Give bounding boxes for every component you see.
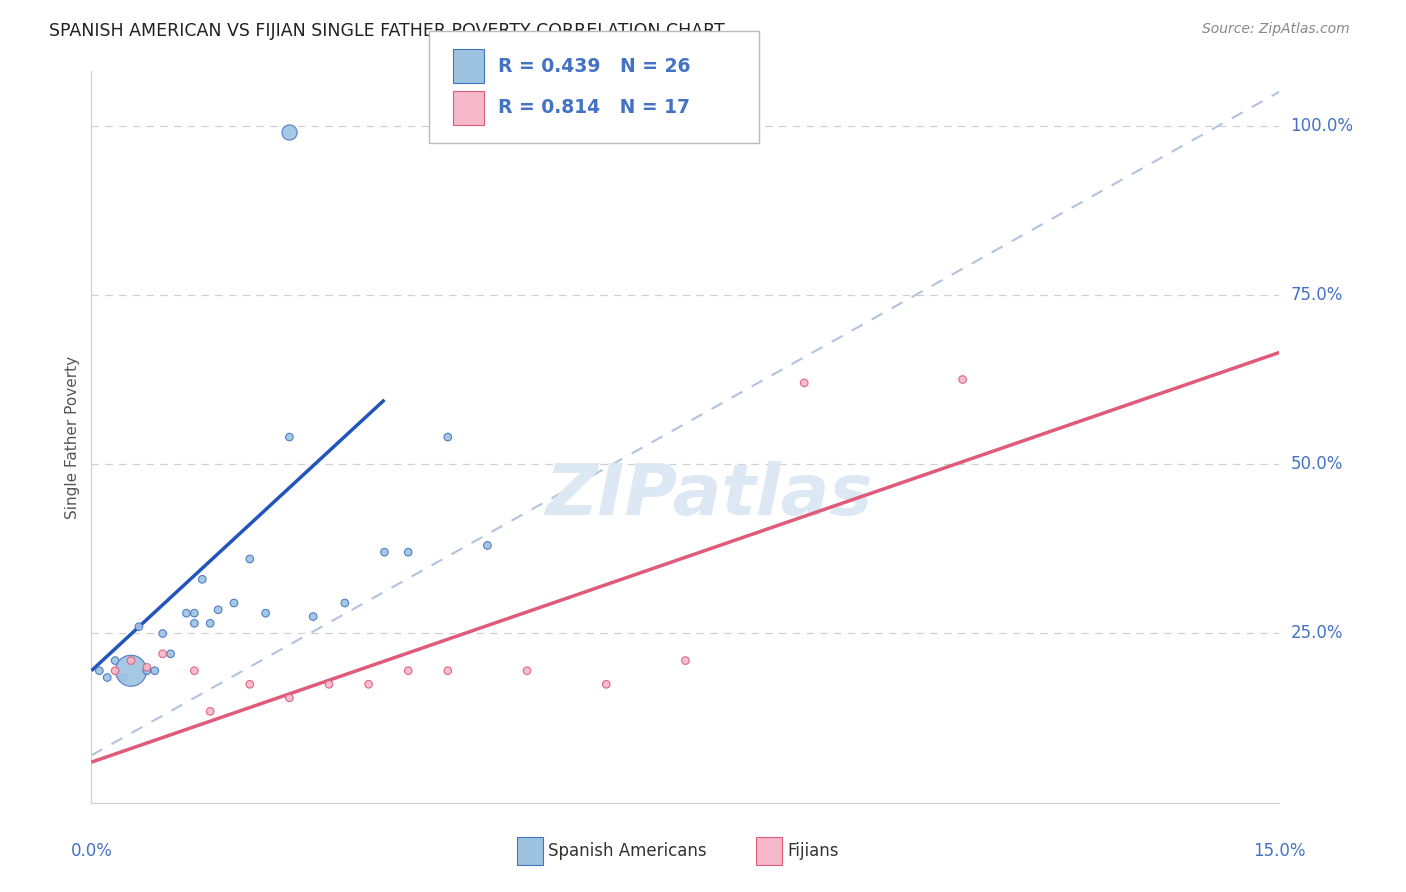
Text: R = 0.439   N = 26: R = 0.439 N = 26 bbox=[498, 56, 690, 76]
Point bbox=[152, 626, 174, 640]
Point bbox=[436, 664, 458, 678]
Y-axis label: Single Father Poverty: Single Father Poverty bbox=[65, 356, 80, 518]
Point bbox=[278, 125, 301, 139]
Text: ZIPatlas: ZIPatlas bbox=[546, 461, 873, 530]
Point bbox=[278, 430, 301, 444]
Point bbox=[436, 430, 458, 444]
Point bbox=[89, 664, 111, 678]
Point bbox=[396, 545, 419, 559]
Point bbox=[396, 664, 419, 678]
Text: 75.0%: 75.0% bbox=[1291, 285, 1343, 304]
Point bbox=[477, 538, 499, 552]
Point bbox=[318, 677, 340, 691]
Point bbox=[191, 572, 214, 586]
Point bbox=[793, 376, 815, 390]
Point bbox=[952, 372, 974, 386]
Text: Spanish Americans: Spanish Americans bbox=[548, 842, 707, 860]
Point bbox=[96, 671, 118, 685]
Point bbox=[673, 654, 696, 668]
Text: 0.0%: 0.0% bbox=[70, 842, 112, 860]
Point bbox=[595, 677, 617, 691]
Text: 50.0%: 50.0% bbox=[1291, 455, 1343, 473]
Point bbox=[128, 620, 150, 634]
Point bbox=[159, 647, 181, 661]
Text: R = 0.814   N = 17: R = 0.814 N = 17 bbox=[498, 98, 690, 118]
Point bbox=[104, 654, 127, 668]
Text: 25.0%: 25.0% bbox=[1291, 624, 1343, 642]
Point bbox=[239, 677, 262, 691]
Point bbox=[120, 664, 142, 678]
Point bbox=[143, 664, 166, 678]
Text: 100.0%: 100.0% bbox=[1291, 117, 1354, 135]
Point bbox=[200, 616, 222, 631]
Text: Source: ZipAtlas.com: Source: ZipAtlas.com bbox=[1202, 22, 1350, 37]
Text: 15.0%: 15.0% bbox=[1253, 842, 1306, 860]
Point bbox=[207, 603, 229, 617]
Point bbox=[183, 664, 205, 678]
Point bbox=[357, 677, 380, 691]
Point bbox=[120, 654, 142, 668]
Point bbox=[333, 596, 356, 610]
Point bbox=[200, 705, 222, 719]
Text: Fijians: Fijians bbox=[787, 842, 839, 860]
Point bbox=[104, 664, 127, 678]
Point bbox=[183, 606, 205, 620]
Point bbox=[302, 609, 325, 624]
Point bbox=[152, 647, 174, 661]
Point bbox=[135, 664, 157, 678]
Point bbox=[112, 671, 135, 685]
Point bbox=[135, 660, 157, 674]
Point bbox=[254, 606, 277, 620]
Text: SPANISH AMERICAN VS FIJIAN SINGLE FATHER POVERTY CORRELATION CHART: SPANISH AMERICAN VS FIJIAN SINGLE FATHER… bbox=[49, 22, 725, 40]
Point bbox=[222, 596, 245, 610]
Point bbox=[373, 545, 395, 559]
Point bbox=[516, 664, 538, 678]
Point bbox=[278, 690, 301, 705]
Point bbox=[176, 606, 198, 620]
Point bbox=[239, 552, 262, 566]
Point bbox=[183, 616, 205, 631]
